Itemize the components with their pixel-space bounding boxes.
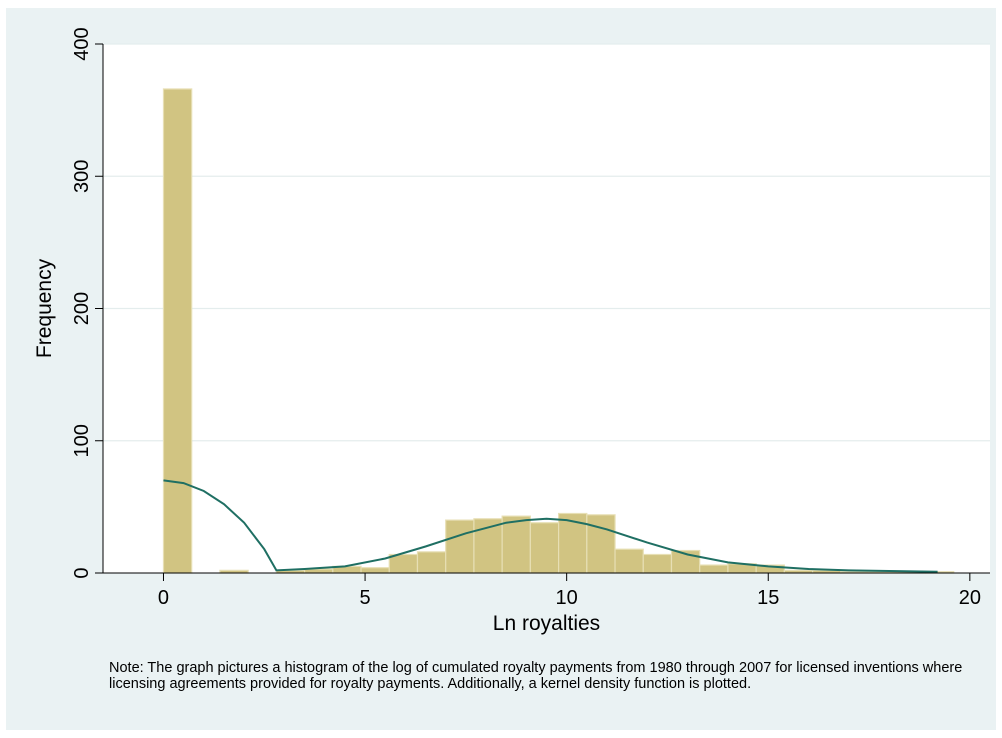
histogram-bar (586, 514, 616, 574)
y-tick-label: 200 (71, 292, 93, 325)
y-tick-label: 0 (71, 567, 93, 578)
x-tick-label: 0 (158, 587, 169, 609)
histogram-bar (642, 553, 673, 574)
y-tick-label: 400 (71, 27, 93, 60)
histogram-bar (360, 567, 390, 574)
y-axis-label: Frequency (33, 258, 56, 358)
y-tick-label: 300 (71, 160, 93, 193)
x-axis-label: Ln royalties (493, 612, 600, 635)
kernel-density-line (163, 479, 938, 573)
x-tick-label: 15 (757, 587, 779, 609)
y-tick-label: 100 (71, 424, 93, 457)
x-tick-label: 5 (360, 587, 371, 609)
histogram-bar (529, 522, 560, 574)
grid-lines (103, 43, 990, 442)
x-tick-label: 20 (959, 587, 981, 609)
histogram-bar (445, 519, 475, 574)
graph-region: 0 5 10 15 20 0 100 200 300 400 Ln royalties Frequ… (6, 8, 996, 730)
x-tick-label: 10 (556, 587, 578, 609)
histogram-bar (416, 551, 447, 574)
histogram-bar (699, 564, 729, 574)
histogram-bar (388, 553, 419, 574)
histogram-bar (614, 548, 644, 574)
histogram-bar (501, 515, 531, 574)
chart-note: Note: The graph pictures a histogram of … (109, 660, 963, 692)
histogram-bar (162, 88, 193, 574)
